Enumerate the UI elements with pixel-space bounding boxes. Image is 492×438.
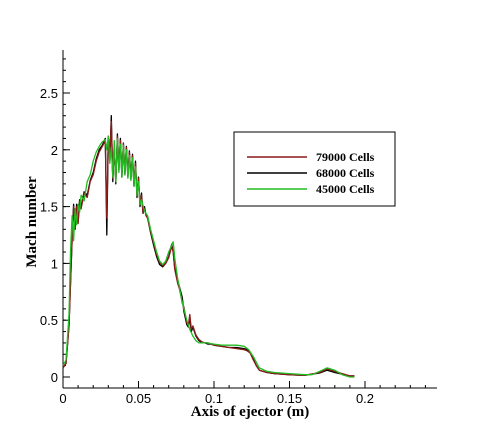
x-tick-label: 0.05	[126, 391, 151, 406]
x-tick-label: 0.2	[356, 391, 374, 406]
y-axis-title: Mach number	[24, 176, 40, 268]
x-tick-label: 0.15	[277, 391, 302, 406]
plot-lines	[62, 115, 355, 378]
legend-label: 68000 Cells	[316, 166, 375, 180]
legend-label: 45000 Cells	[316, 182, 375, 196]
x-tick-label: 0	[59, 391, 66, 406]
y-tick-label: 2	[51, 143, 58, 158]
chart-axes	[62, 50, 437, 389]
major-ticks	[62, 92, 366, 388]
x-tick-label: 0.1	[205, 391, 223, 406]
y-tick-label: 0	[51, 370, 58, 385]
x-axis-title: Axis of ejector (m)	[191, 404, 309, 420]
series-line-45000-cells	[62, 135, 355, 378]
y-tick-label: 1	[51, 256, 58, 271]
y-tick-label: 0.5	[40, 313, 58, 328]
legend-box	[233, 131, 396, 207]
y-tick-label: 2.5	[40, 86, 58, 101]
minor-ticks	[62, 58, 426, 388]
y-tick-label: 1.5	[40, 200, 58, 215]
tick-labels: 0 0.05 0.1 0.15 0.2 0 0.5 1 1.5 2 2.5	[40, 86, 374, 406]
legend: 79000 Cells 68000 Cells 45000 Cells	[233, 131, 396, 207]
legend-label: 79000 Cells	[316, 150, 375, 164]
